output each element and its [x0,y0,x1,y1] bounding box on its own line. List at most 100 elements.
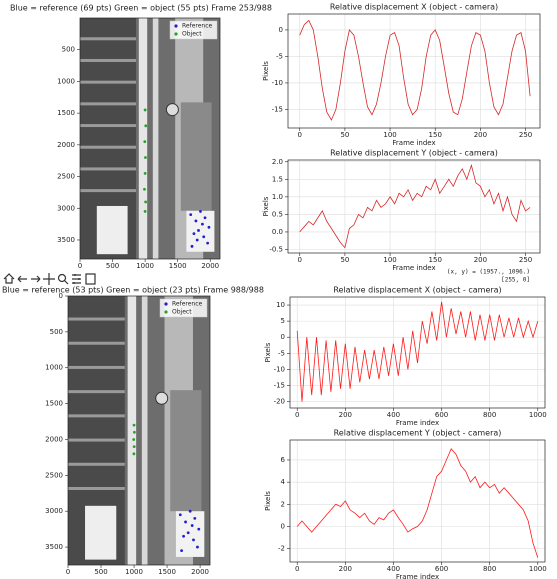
back-button[interactable] [17,275,27,283]
x-tick-label: 250 [519,256,532,264]
data-line [296,448,539,558]
photo-beam [68,414,125,418]
chart-title: Blue = reference (69 pts) Green = object… [10,4,272,13]
point [207,225,211,229]
chart-title: Relative displacement Y (object - camera… [334,429,502,438]
data-line [299,163,531,249]
point [132,430,136,434]
x-tick-label: 1000 [529,565,547,573]
x-tick-label: 400 [387,565,400,573]
y-tick-label: 2 [281,500,285,508]
legend [169,20,218,40]
x-tick-label: 1000 [125,568,143,576]
photo-beam [68,317,125,321]
y-tick-label: -15 [274,381,285,389]
x-tick-label: 0 [298,256,302,264]
x-tick-label: 500 [94,568,107,576]
x-tick-label: 1000 [529,411,547,419]
pan-button[interactable] [43,273,55,285]
data-line [296,301,539,402]
y-tick-label: 1000 [45,364,63,372]
point [132,445,136,449]
point [143,171,147,175]
point [195,238,199,242]
photo-panel [170,390,202,512]
photo-beam [80,37,136,41]
y-tick-label: -10 [272,79,283,87]
zoom-button[interactable] [57,273,67,283]
configure-button[interactable] [72,274,81,284]
x-tick-label: 1500 [158,568,176,576]
axes-frame [289,296,546,409]
axes-frame [287,159,541,254]
y-tick-label: 0 [59,292,63,300]
x-tick-label: 100 [383,256,396,264]
x-axis-label: Frame index [396,573,439,579]
point [143,187,146,191]
point [144,200,148,204]
y-tick-label: 0 [281,523,285,531]
x-tick-label: 0 [295,565,299,573]
y-tick-label: 2000 [57,141,75,149]
point [182,534,185,538]
y-axis-label: Pixels [262,196,270,216]
x-tick-label: 400 [387,411,400,419]
y-tick-label: 2500 [45,471,63,479]
x-tick-label: 1500 [169,262,187,270]
y-tick-label: 0.0 [272,228,283,236]
y-axis-label: Pixels [264,491,272,511]
point [192,538,195,542]
photo-pole [152,18,159,259]
y-tick-label: 0.5 [272,210,283,218]
point [196,545,199,549]
point [143,108,147,112]
y-tick-label: 3500 [45,543,63,551]
x-tick-label: 2000 [201,262,219,270]
x-tick-label: 200 [474,256,487,264]
photo-marker [155,391,169,405]
x-axis-label: Frame index [392,264,435,272]
point [180,549,184,553]
photo-beam [68,341,125,345]
point [184,520,187,524]
y-tick-label: -15 [272,105,283,113]
y-tick-label: 500 [62,46,75,54]
point [197,229,200,232]
save-button[interactable] [85,273,96,285]
axes-frame [79,17,221,260]
point [132,423,136,427]
y-tick-label: 1000 [57,77,75,85]
legend-label: Object [172,309,192,316]
point [190,244,194,248]
x-tick-label: 50 [340,256,349,264]
home-button[interactable] [3,273,15,284]
chart-title: Relative displacement Y (object - camera… [330,149,498,158]
x-tick-label: 150 [429,131,442,139]
legend-label: Object [182,31,202,38]
point [189,213,193,217]
point [190,524,194,527]
photo-beam [68,462,125,466]
photo-beam [80,145,136,149]
point [202,235,206,239]
toolbar [3,273,96,285]
photo-panel [180,102,212,211]
point [132,452,136,456]
coordinates: (x, y) = (1957., 1096.) [447,269,530,276]
photo-beam [68,486,125,490]
point [199,210,202,213]
photo-marker [165,103,179,117]
x-tick-label: 100 [383,131,396,139]
axes-frame [67,295,211,566]
y-tick-label: -5 [276,52,283,60]
point [144,124,148,128]
x-axis-label: Frame index [392,139,435,147]
point [206,241,210,245]
y-tick-label: 2500 [57,173,75,181]
point [143,140,147,144]
point [203,216,207,220]
y-tick-label: 1.0 [272,193,283,201]
x-tick-label: 800 [483,411,496,419]
data-line [299,19,531,121]
forward-button[interactable] [31,275,41,283]
